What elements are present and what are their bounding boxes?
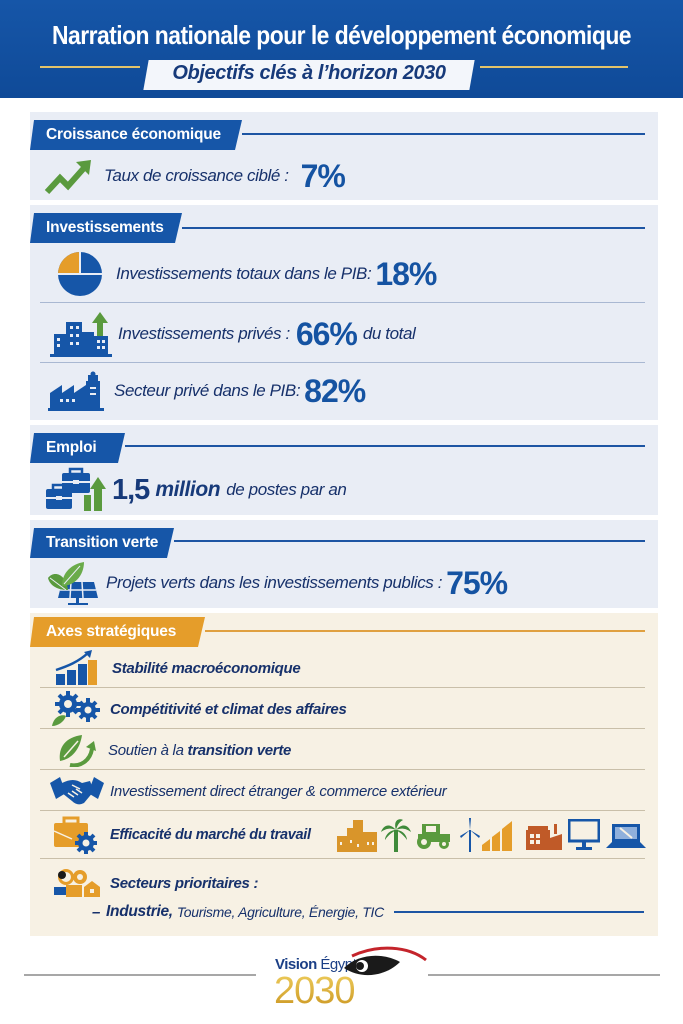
sectors-list-row: – Industrie, Tourisme, Agriculture, Éner…: [30, 899, 658, 925]
row-divider: [40, 810, 645, 811]
section-employment: Emploi 1,5 million de postes par an: [30, 425, 658, 515]
strategic-row-fdi: Investissement direct étranger & commerc…: [30, 772, 658, 810]
sectors-icon: [54, 867, 100, 899]
briefcases-growth-icon: [44, 467, 110, 513]
page-subtitle: Objectifs clés à l’horizon 2030: [172, 62, 446, 84]
header-banner: Narration nationale pour le développemen…: [0, 0, 683, 98]
monitor-icon: [567, 818, 601, 851]
factory-icon: [48, 371, 106, 411]
investment-row-private: Investissements privés : 66% du total: [30, 309, 658, 359]
strategic-fdi-label: Investissement direct étranger & commerc…: [110, 782, 447, 800]
leaf-solar-panel-icon: [44, 560, 100, 606]
strategic-green-emphasis: transition verte: [187, 741, 292, 759]
gears-leaf-icon: [50, 690, 102, 728]
employment-unit: million: [155, 478, 221, 501]
strategic-row-green: Soutien à la transition verte: [30, 731, 658, 769]
investment-total-label: Investissements totaux dans le PIB:: [116, 264, 372, 283]
header-rule-left: [40, 66, 140, 68]
logo-year: 2030: [274, 970, 356, 1012]
strategic-macro-label: Stabilité macroéconomique: [112, 659, 301, 677]
laptop-icon: [605, 820, 646, 850]
employment-row: 1,5 million de postes par an: [30, 467, 658, 513]
private-sector-value: 82%: [304, 372, 366, 409]
footer-rule-left: [24, 974, 256, 976]
row-divider: [40, 362, 645, 363]
section-tab-green: Transition verte: [30, 528, 174, 558]
green-value: 75%: [446, 564, 508, 601]
section-tab-employment: Emploi: [30, 433, 125, 463]
investment-row-total: Investissements totaux dans le PIB: 18%: [30, 249, 658, 299]
row-divider: [40, 687, 645, 688]
sectors-dash: –: [92, 903, 101, 921]
section-tab-strategic: Axes stratégiques: [30, 617, 205, 647]
logo-vision-word: Vision: [275, 956, 317, 973]
footer-rule-right: [428, 974, 660, 976]
tractor-icon: [414, 820, 452, 850]
section-rule: [242, 133, 645, 135]
city-buildings-icon: [336, 818, 377, 852]
strategic-green-prefix: Soutien à la: [108, 741, 184, 759]
growth-label: Taux de croissance ciblé :: [104, 166, 289, 185]
buildings-growth-icon: [50, 310, 114, 358]
investment-row-sector: Secteur privé dans le PIB: 82%: [30, 367, 658, 415]
investment-private-suffix: du total: [362, 324, 416, 343]
investment-private-value: 66%: [295, 315, 358, 352]
section-tab-growth: Croissance économique: [30, 120, 242, 150]
row-divider: [40, 858, 645, 859]
green-label: Projets verts dans les investissements p…: [106, 573, 443, 592]
wind-turbine-icon: [459, 818, 480, 852]
growth-row: Taux de croissance ciblé : 7%: [30, 156, 658, 196]
section-tab-investments: Investissements: [30, 213, 182, 243]
trend-up-arrow-icon: [44, 156, 94, 196]
section-rule: [125, 445, 645, 447]
row-divider: [40, 769, 645, 770]
leaf-recycle-icon: [56, 733, 96, 768]
briefcase-gear-icon: [52, 815, 100, 855]
section-rule: [182, 227, 645, 229]
employment-text: de postes par an: [226, 480, 347, 499]
eye-logo-icon: [338, 946, 430, 980]
section-growth: Croissance économique Taux de croissance…: [30, 112, 658, 200]
section-rule: [174, 540, 645, 542]
bar-chart-growth-icon: [54, 650, 98, 686]
strategic-row-competitiveness: Compétitivité et climat des affaires: [30, 690, 658, 728]
palm-tree-icon: [380, 818, 411, 852]
section-strategic: Axes stratégiques Stabilité macroéconomi…: [30, 613, 658, 936]
sectors-first: Industrie,: [106, 903, 173, 920]
green-row: Projets verts dans les investissements p…: [30, 560, 658, 606]
handshake-icon: [50, 775, 104, 807]
factory-icon: [525, 820, 562, 850]
strategic-row-macro: Stabilité macroéconomique: [30, 649, 658, 687]
investment-private-label: Investissements privés :: [118, 324, 290, 343]
row-divider: [40, 302, 645, 303]
header-rule-right: [480, 66, 628, 68]
growth-value: 7%: [300, 157, 346, 194]
page-title: Narration nationale pour le développemen…: [52, 20, 631, 50]
section-investments: Investissements Investissements totaux d…: [30, 205, 658, 420]
strategic-green-label: Soutien à la transition verte: [108, 742, 291, 759]
row-divider: [40, 728, 645, 729]
private-sector-label: Secteur privé dans le PIB:: [114, 381, 301, 400]
employment-value: 1,5: [112, 473, 150, 506]
strategic-competitiveness-label: Compétitivité et climat des affaires: [110, 700, 347, 718]
pie-chart-icon: [54, 250, 106, 298]
sectors-rule: [393, 911, 644, 913]
section-green: Transition verte Projets verts dans les …: [30, 520, 658, 608]
section-rule: [205, 630, 645, 632]
strategic-sectors-label: Secteurs prioritaires :: [110, 874, 259, 892]
investment-total-value: 18%: [375, 255, 437, 292]
strategic-labor-label: Efficacité du marché du travail: [110, 827, 311, 843]
growth-bars-icon: [481, 819, 514, 851]
strategic-row-sectors: Secteurs prioritaires :: [30, 865, 658, 901]
sectors-rest: Tourisme, Agriculture, Énergie, TIC: [176, 904, 384, 920]
strategic-row-labor: Efficacité du marché du travail: [30, 813, 658, 857]
